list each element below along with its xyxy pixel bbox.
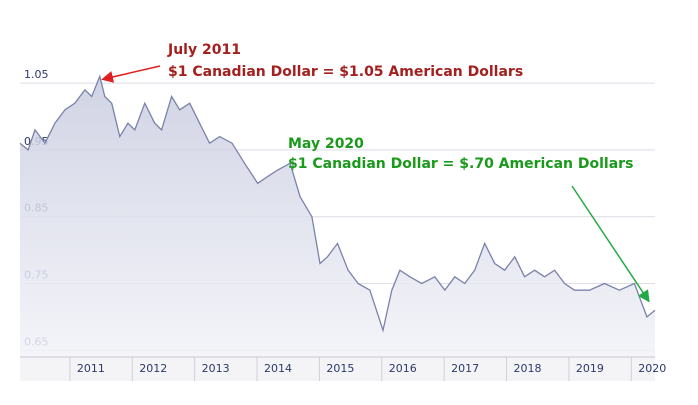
x-tick-label: 2014 (264, 362, 292, 375)
area (20, 76, 655, 358)
x-tick-label: 2015 (326, 362, 354, 375)
annotation: July 2011 (167, 42, 241, 58)
plot: 0.650.750.850.951.0520112012201320142015… (19, 68, 666, 381)
annotation: $1 Canadian Dollar = $.70 American Dolla… (288, 156, 633, 172)
annotation: May 2020 (288, 136, 364, 152)
line (19, 74, 656, 333)
x-tick-label: 2018 (514, 362, 542, 375)
x-tick-label: 2012 (139, 362, 167, 375)
arrow (101, 65, 161, 83)
x-tick-label: 2013 (202, 362, 230, 375)
x-tick-label: 2017 (451, 362, 479, 375)
x-axis-band (20, 357, 655, 381)
arrow (571, 185, 650, 303)
annotation: $1 Canadian Dollar = $1.05 American Doll… (168, 64, 523, 80)
x-tick-label: 2016 (389, 362, 417, 375)
x-tick-label: 2020 (638, 362, 666, 375)
x-tick-label: 2019 (576, 362, 604, 375)
x-tick-label: 2011 (77, 362, 105, 375)
y-tick-label: 1.05 (24, 68, 49, 81)
